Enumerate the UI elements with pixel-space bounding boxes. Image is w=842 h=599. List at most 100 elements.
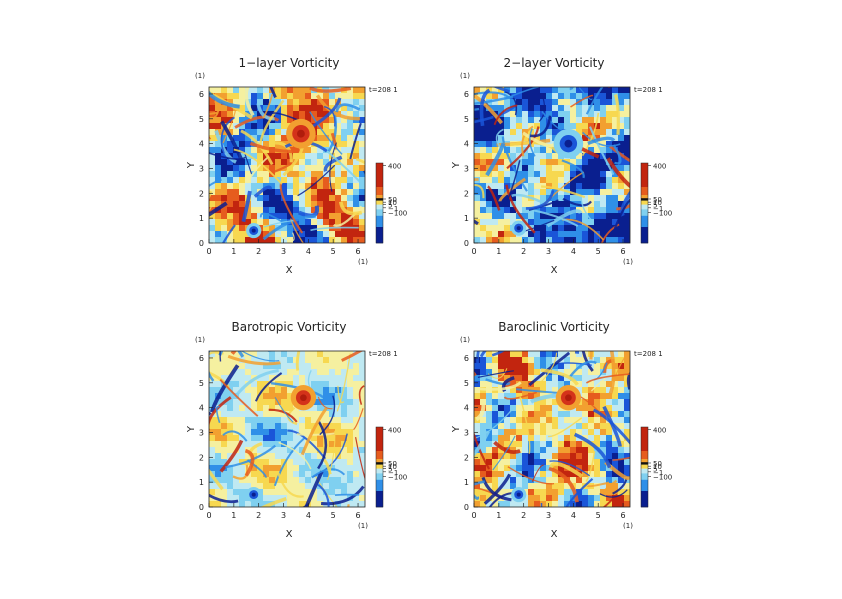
field-cell xyxy=(311,357,317,363)
field-cell xyxy=(606,93,612,99)
y-unit: (1) xyxy=(195,72,205,80)
field-cell xyxy=(486,207,492,213)
field-cell xyxy=(624,459,630,465)
field-cell xyxy=(606,117,612,123)
field-cell xyxy=(528,105,534,111)
field-cell xyxy=(263,399,269,405)
field-cell xyxy=(281,87,287,93)
field-cell xyxy=(600,399,606,405)
field-cell xyxy=(293,411,299,417)
field-cell xyxy=(209,231,215,237)
y-tick-label: 4 xyxy=(464,140,469,149)
field-cell xyxy=(540,423,546,429)
field-cell xyxy=(546,237,552,243)
field-cell xyxy=(480,141,486,147)
field-cell xyxy=(522,435,528,441)
field-cell xyxy=(516,423,522,429)
field-cell xyxy=(335,441,341,447)
field-cell xyxy=(257,405,263,411)
field-cell xyxy=(600,471,606,477)
field-cell xyxy=(588,195,594,201)
field-cell xyxy=(600,201,606,207)
field-cell xyxy=(287,465,293,471)
field-cell xyxy=(600,351,606,357)
field-cell xyxy=(474,501,480,507)
y-tick-label: 0 xyxy=(199,239,204,248)
field-cell xyxy=(359,237,365,243)
field-cell xyxy=(624,147,630,153)
y-axis-label: Y xyxy=(186,425,197,433)
field-cell xyxy=(588,189,594,195)
field-cell xyxy=(221,183,227,189)
field-cell xyxy=(257,423,263,429)
field-cell xyxy=(221,171,227,177)
field-cell xyxy=(498,225,504,231)
field-cell xyxy=(335,237,341,243)
field-cell xyxy=(275,201,281,207)
field-cell xyxy=(245,237,251,243)
field-cell xyxy=(215,369,221,375)
field-cell xyxy=(257,207,263,213)
field-cell xyxy=(522,93,528,99)
vortex-center xyxy=(252,229,256,233)
field-cell xyxy=(534,429,540,435)
field-cell xyxy=(317,219,323,225)
field-cell xyxy=(558,237,564,243)
field-cell xyxy=(564,87,570,93)
y-axis-label: Y xyxy=(451,161,462,169)
field-cell xyxy=(534,447,540,453)
field-cell xyxy=(582,495,588,501)
field-cell xyxy=(606,207,612,213)
field-cell xyxy=(522,381,528,387)
field-cell xyxy=(600,429,606,435)
field-cell xyxy=(317,135,323,141)
field-cell xyxy=(624,171,630,177)
field-cell xyxy=(558,225,564,231)
field-cell xyxy=(492,183,498,189)
field-cell xyxy=(510,459,516,465)
field-cell xyxy=(480,177,486,183)
field-cell xyxy=(552,381,558,387)
x-tick-label: 4 xyxy=(571,247,576,256)
field-cell xyxy=(606,195,612,201)
field-cell xyxy=(618,465,624,471)
field-cell xyxy=(618,165,624,171)
field-cell xyxy=(239,195,245,201)
field-cell xyxy=(227,165,233,171)
field-cell xyxy=(341,171,347,177)
field-cell xyxy=(582,405,588,411)
field-cell xyxy=(221,435,227,441)
x-tick-label: 6 xyxy=(355,247,360,256)
field-cell xyxy=(624,99,630,105)
field-cell xyxy=(582,123,588,129)
field-cell xyxy=(534,105,540,111)
field-cell xyxy=(221,213,227,219)
field-cell xyxy=(251,87,257,93)
field-cell xyxy=(540,435,546,441)
field-cell xyxy=(528,213,534,219)
field-cell xyxy=(522,357,528,363)
field-cell xyxy=(287,231,293,237)
field-cell xyxy=(474,123,480,129)
field-cell xyxy=(305,93,311,99)
colorbar-band xyxy=(641,465,648,469)
field-cell xyxy=(528,93,534,99)
field-cell xyxy=(347,177,353,183)
field-cell xyxy=(335,207,341,213)
field-cell xyxy=(263,477,269,483)
field-cell xyxy=(552,417,558,423)
field-cell xyxy=(281,105,287,111)
field-cell xyxy=(215,189,221,195)
field-cell xyxy=(546,87,552,93)
field-cell xyxy=(534,357,540,363)
field-cell xyxy=(209,483,215,489)
field-cell xyxy=(227,219,233,225)
field-cell xyxy=(251,129,257,135)
field-cell xyxy=(317,351,323,357)
field-cell xyxy=(522,159,528,165)
field-cell xyxy=(293,177,299,183)
field-cell xyxy=(221,189,227,195)
field-cell xyxy=(600,183,606,189)
field-cell xyxy=(582,453,588,459)
field-cell xyxy=(287,483,293,489)
